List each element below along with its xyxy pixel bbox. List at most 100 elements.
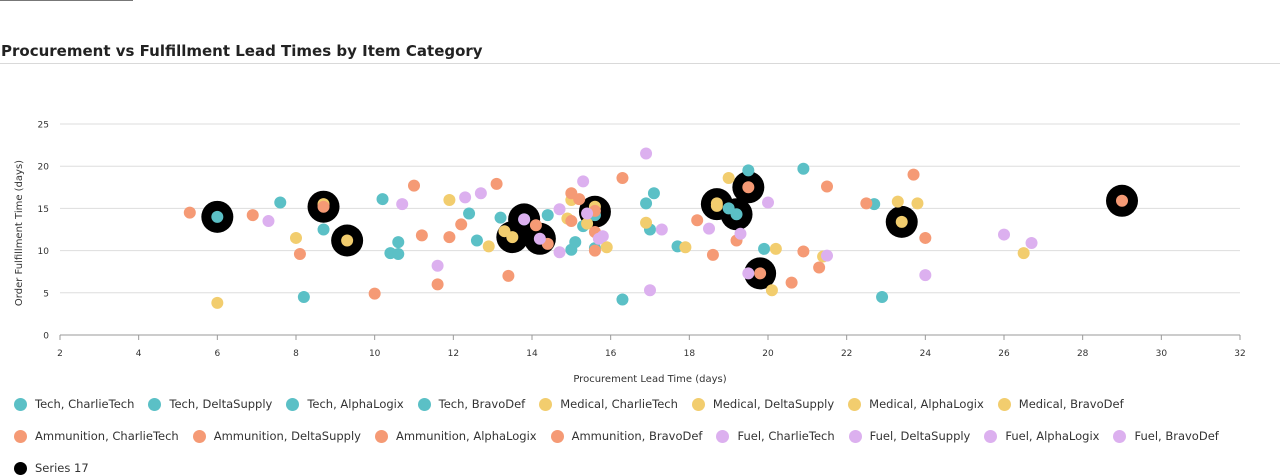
data-point-ammunition-bravodef[interactable] (1116, 194, 1128, 207)
data-point-tech-charlietech[interactable] (876, 291, 889, 304)
data-point-tech-deltasupply[interactable] (392, 236, 405, 249)
legend-item-tech-bravodef[interactable]: Tech, BravoDef (417, 396, 525, 412)
data-point-tech-bravodef[interactable] (640, 197, 653, 210)
data-point-ammunition-alphalogix[interactable] (573, 193, 586, 206)
data-point-ammunition-deltasupply[interactable] (706, 248, 719, 261)
data-point-ammunition-deltasupply[interactable] (317, 200, 330, 213)
data-point-medical-charlietech[interactable] (891, 195, 904, 208)
data-point-tech-charlietech[interactable] (317, 223, 330, 236)
data-point-tech-bravodef[interactable] (470, 234, 483, 247)
data-point-tech-deltasupply[interactable] (376, 193, 389, 206)
legend-item-tech-alphalogix[interactable]: Tech, AlphaLogix (286, 396, 404, 412)
data-point-ammunition-alphalogix[interactable] (443, 231, 456, 244)
legend-item-medical-deltasupply[interactable]: Medical, DeltaSupply (691, 396, 834, 412)
data-point-fuel-deltasupply[interactable] (644, 284, 656, 297)
data-point-tech-bravodef[interactable] (722, 202, 735, 215)
data-point-fuel-deltasupply[interactable] (821, 249, 833, 262)
data-point-medical-deltasupply[interactable] (482, 240, 495, 253)
data-point-ammunition-charlietech[interactable] (919, 231, 932, 244)
data-point-fuel-bravodef[interactable] (596, 230, 609, 243)
data-point-fuel-deltasupply[interactable] (474, 187, 487, 200)
legend-item-fuel-deltasupply[interactable]: Fuel, DeltaSupply (848, 428, 970, 444)
data-point-medical-alphalogix[interactable] (769, 242, 782, 255)
legend-item-medical-charlietech[interactable]: Medical, CharlieTech (539, 396, 678, 412)
legend-item-tech-charlietech[interactable]: Tech, CharlieTech (14, 396, 134, 412)
data-point-ammunition-charlietech[interactable] (691, 214, 704, 227)
data-point-ammunition-charlietech[interactable] (785, 276, 798, 289)
data-point-ammunition-alphalogix[interactable] (797, 245, 810, 258)
data-point-fuel-charlietech[interactable] (431, 259, 444, 272)
data-point-ammunition-deltasupply[interactable] (821, 180, 833, 193)
data-point-fuel-charlietech[interactable] (553, 203, 566, 216)
data-point-fuel-charlietech[interactable] (703, 222, 715, 235)
data-point-fuel-bravodef[interactable] (518, 213, 531, 226)
data-point-medical-alphalogix[interactable] (679, 241, 692, 254)
data-point-medical-charlietech[interactable] (211, 296, 224, 309)
data-point-fuel-charlietech[interactable] (459, 191, 472, 204)
data-point-tech-deltasupply[interactable] (297, 291, 310, 304)
data-point-tech-alphalogix[interactable] (463, 207, 476, 220)
legend-item-medical-bravodef[interactable]: Medical, BravoDef (997, 396, 1124, 412)
data-point-ammunition-charlietech[interactable] (742, 181, 755, 194)
data-point-fuel-charlietech[interactable] (919, 269, 932, 282)
data-point-fuel-charlietech[interactable] (742, 267, 755, 280)
legend-item-fuel-charlietech[interactable]: Fuel, CharlieTech (716, 428, 835, 444)
data-point-tech-deltasupply[interactable] (797, 162, 810, 175)
data-point-medical-charlietech[interactable] (640, 216, 653, 229)
data-point-ammunition-charlietech[interactable] (415, 229, 428, 242)
data-point-tech-charlietech[interactable] (211, 210, 224, 223)
data-point-ammunition-deltasupply[interactable] (813, 261, 826, 274)
data-point-medical-alphalogix[interactable] (1017, 247, 1030, 260)
data-point-medical-bravodef[interactable] (710, 199, 723, 212)
data-point-fuel-deltasupply[interactable] (577, 175, 590, 188)
data-point-fuel-alphalogix[interactable] (533, 232, 546, 245)
data-point-ammunition-alphalogix[interactable] (754, 267, 767, 280)
data-point-tech-deltasupply[interactable] (541, 209, 554, 222)
data-point-fuel-deltasupply[interactable] (998, 228, 1010, 241)
data-point-ammunition-charlietech[interactable] (368, 287, 381, 300)
legend-item-series-17[interactable]: Series 17 (14, 460, 89, 476)
data-point-ammunition-charlietech[interactable] (565, 215, 578, 228)
data-point-ammunition-charlietech[interactable] (616, 172, 629, 185)
data-point-tech-deltasupply[interactable] (616, 293, 629, 306)
data-point-tech-charlietech[interactable] (494, 211, 507, 224)
data-point-medical-charlietech[interactable] (443, 193, 456, 206)
data-point-ammunition-deltasupply[interactable] (455, 218, 468, 231)
data-point-ammunition-deltasupply[interactable] (408, 179, 420, 192)
data-point-ammunition-charlietech[interactable] (183, 206, 196, 219)
data-point-medical-alphalogix[interactable] (895, 215, 908, 228)
legend-item-ammunition-bravodef[interactable]: Ammunition, BravoDef (550, 428, 702, 444)
data-point-ammunition-charlietech[interactable] (502, 269, 515, 282)
data-point-fuel-deltasupply[interactable] (734, 227, 747, 240)
data-point-fuel-charlietech[interactable] (262, 215, 275, 228)
data-point-fuel-alphalogix[interactable] (655, 223, 668, 236)
data-point-tech-deltasupply[interactable] (569, 236, 582, 249)
data-point-fuel-alphalogix[interactable] (1025, 237, 1038, 250)
data-point-medical-deltasupply[interactable] (506, 231, 519, 244)
data-point-ammunition-charlietech[interactable] (293, 247, 306, 260)
data-point-fuel-deltasupply[interactable] (553, 246, 566, 259)
data-point-ammunition-alphalogix[interactable] (907, 168, 920, 181)
legend-item-fuel-bravodef[interactable]: Fuel, BravoDef (1113, 428, 1219, 444)
data-point-ammunition-charlietech[interactable] (246, 209, 259, 222)
data-point-medical-charlietech[interactable] (722, 172, 735, 185)
data-point-fuel-alphalogix[interactable] (762, 196, 774, 209)
data-point-ammunition-deltasupply[interactable] (529, 219, 542, 232)
data-point-tech-charlietech[interactable] (274, 196, 287, 209)
data-point-medical-bravodef[interactable] (765, 284, 778, 297)
legend-item-medical-alphalogix[interactable]: Medical, AlphaLogix (848, 396, 984, 412)
data-point-tech-alphalogix[interactable] (647, 187, 660, 200)
data-point-medical-deltasupply[interactable] (581, 217, 594, 230)
data-point-fuel-alphalogix[interactable] (581, 207, 594, 220)
data-point-medical-charlietech[interactable] (290, 231, 302, 244)
legend-item-ammunition-charlietech[interactable]: Ammunition, CharlieTech (14, 428, 179, 444)
data-point-tech-alphalogix[interactable] (758, 242, 771, 255)
data-point-fuel-charlietech[interactable] (640, 147, 653, 160)
legend-item-ammunition-deltasupply[interactable]: Ammunition, DeltaSupply (192, 428, 361, 444)
data-point-tech-bravodef[interactable] (392, 247, 405, 260)
data-point-tech-charlietech[interactable] (742, 164, 755, 177)
legend-item-tech-deltasupply[interactable]: Tech, DeltaSupply (148, 396, 272, 412)
data-point-fuel-deltasupply[interactable] (396, 198, 409, 211)
legend-item-ammunition-alphalogix[interactable]: Ammunition, AlphaLogix (374, 428, 537, 444)
data-point-ammunition-alphalogix[interactable] (588, 244, 601, 257)
